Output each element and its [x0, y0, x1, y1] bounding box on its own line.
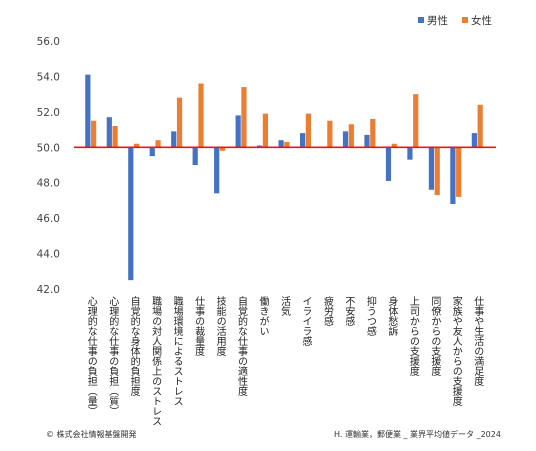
- bar-male: [192, 147, 198, 165]
- bar-male: [385, 147, 392, 181]
- bar-male: [149, 147, 155, 157]
- bar-female: [327, 120, 333, 148]
- bar-female: [348, 124, 354, 148]
- bar-female: [413, 94, 419, 148]
- bar-female: [155, 140, 161, 148]
- copyright-text: © 株式会社情報基盤開発: [46, 430, 137, 439]
- y-tick-label: 44.0: [37, 249, 60, 261]
- y-axis: 56.0 54.0 52.0 50.0 48.0 46.0 44.0 42.0: [37, 36, 60, 296]
- bar-male: [450, 147, 456, 204]
- category-label: 職場の対人関係上のストレス: [150, 296, 162, 426]
- bars: [85, 74, 483, 281]
- bar-female: [456, 147, 462, 197]
- bar-male: [428, 147, 435, 190]
- category-labels: 心理的な仕事の負担（量） 心理的な仕事の負担（質） 自覚的な身体的負担度 職場の対人関…: [85, 295, 484, 426]
- category-label: 上司からの支援度: [407, 296, 419, 377]
- bar-female: [91, 120, 97, 148]
- bar-male: [407, 147, 413, 160]
- bar-female: [477, 104, 483, 148]
- bar-male: [106, 117, 112, 148]
- legend-swatch: [418, 17, 424, 23]
- bar-female: [391, 143, 397, 148]
- bar-female: [284, 141, 290, 148]
- y-tick-label: 52.0: [37, 107, 60, 119]
- bar-male: [471, 133, 477, 148]
- bar-male: [128, 147, 134, 281]
- bar-male: [364, 134, 370, 148]
- bar-female: [305, 113, 311, 148]
- category-label: 家族や友人からの支援度: [450, 295, 462, 407]
- bar-male: [235, 115, 241, 148]
- bar-male: [214, 147, 220, 194]
- category-label: 職場環境によるストレス: [171, 296, 183, 406]
- category-label: 自覚的な身体的負担度: [128, 295, 140, 397]
- bar-female: [262, 113, 269, 148]
- category-label: 抑うつ感: [364, 296, 376, 336]
- bar-female: [370, 118, 376, 148]
- bar-male: [342, 131, 349, 148]
- category-label: 同僚からの支援度: [429, 296, 441, 377]
- bar-female: [176, 97, 183, 148]
- category-label: 疲労感: [321, 295, 333, 326]
- bar-male: [85, 74, 91, 148]
- bar-female: [219, 147, 226, 151]
- bar-female: [241, 87, 247, 148]
- bar-male: [278, 140, 284, 148]
- legend-label: 女性: [471, 14, 492, 27]
- y-tick-label: 50.0: [37, 142, 60, 154]
- legend-swatch: [462, 17, 468, 23]
- category-label: 活気: [279, 296, 291, 317]
- category-label: 心理的な仕事の負担（量）: [85, 296, 97, 416]
- y-tick-label: 54.0: [37, 71, 60, 83]
- legend-label: 男性: [427, 14, 448, 27]
- legend: 男性 女性: [418, 14, 492, 27]
- y-tick-label: 48.0: [37, 178, 60, 190]
- category-label: 心理的な仕事の負担（質）: [107, 296, 119, 416]
- y-tick-label: 56.0: [37, 36, 60, 48]
- bar-female: [133, 143, 140, 148]
- bar-female: [198, 83, 204, 148]
- category-label: 技能の活用度: [214, 295, 226, 357]
- y-tick-label: 42.0: [37, 284, 60, 296]
- bar-female: [434, 147, 440, 196]
- bar-male: [171, 131, 177, 148]
- category-label: 仕事の裁量度: [193, 295, 205, 357]
- category-label: イライラ感: [300, 296, 312, 346]
- bar-male: [257, 145, 263, 148]
- category-label: 自覚的な仕事の適性度: [236, 295, 248, 397]
- bar-male: [299, 133, 306, 148]
- y-tick-label: 46.0: [37, 213, 60, 225]
- category-label: 仕事や生活の満足度: [472, 295, 484, 387]
- category-label: 身体愁訴: [386, 295, 398, 337]
- source-text: H. 運輸業，郵便業 _ 業界平均値データ _2024: [334, 430, 501, 439]
- category-label: 働きがい: [257, 295, 269, 336]
- category-label: 不安感: [343, 296, 355, 326]
- bar-female: [112, 126, 118, 148]
